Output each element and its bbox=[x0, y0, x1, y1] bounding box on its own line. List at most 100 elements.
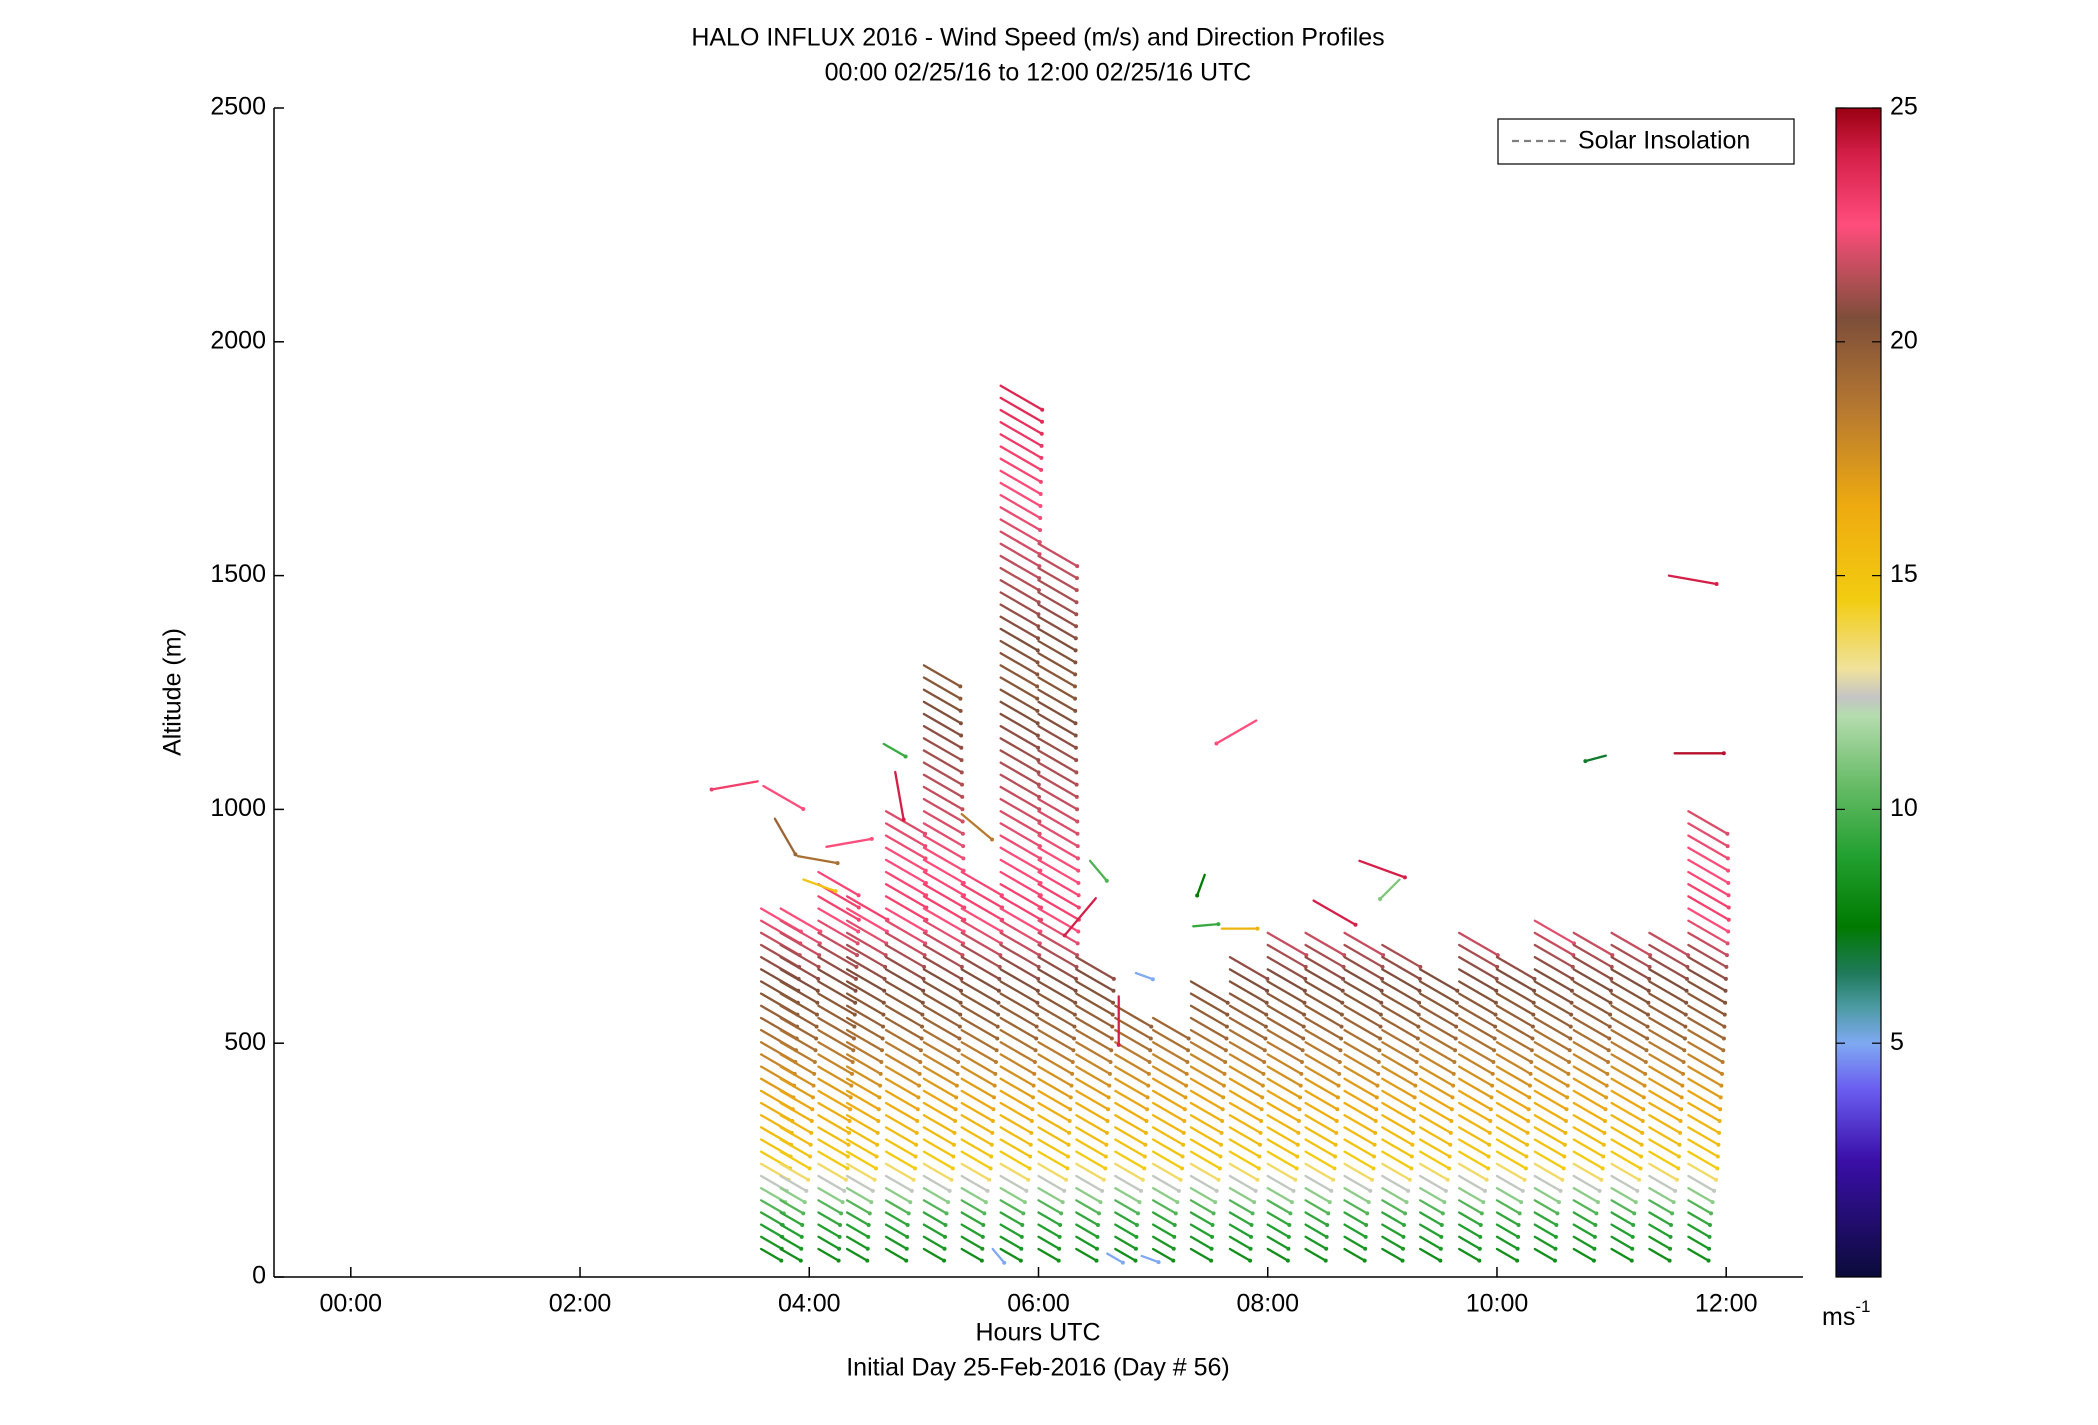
wind-vector bbox=[1228, 1114, 1262, 1135]
wind-vector-head bbox=[1299, 1071, 1304, 1076]
x-axis-sublabel: Initial Day 25-Feb-2016 (Day # 56) bbox=[846, 1354, 1230, 1382]
wind-vector-head bbox=[921, 976, 926, 981]
wind-vector bbox=[1648, 980, 1688, 1004]
x-tick-label: 04:00 bbox=[778, 1290, 841, 1318]
wind-vector bbox=[1457, 1126, 1491, 1146]
wind-vector bbox=[1687, 1041, 1724, 1064]
wind-vector bbox=[999, 1223, 1023, 1238]
wind-vector bbox=[1266, 968, 1307, 992]
wind-vector bbox=[1457, 1223, 1482, 1238]
wind-vector-head bbox=[980, 1246, 985, 1251]
wind-vector-head bbox=[1601, 1154, 1606, 1159]
wind-vector bbox=[999, 1065, 1035, 1087]
wind-vector-head bbox=[1040, 407, 1045, 412]
wind-vector-head bbox=[1595, 1200, 1600, 1205]
wind-vector-head bbox=[1723, 1000, 1728, 1005]
wind-vector-head bbox=[856, 917, 861, 922]
wind-vector bbox=[999, 591, 1040, 616]
wind-vector-head bbox=[1492, 1036, 1497, 1041]
wind-vector bbox=[779, 956, 820, 980]
wind-vector-head bbox=[1073, 672, 1078, 677]
wind-vector-head bbox=[1296, 1130, 1301, 1135]
wind-vector bbox=[922, 1016, 961, 1040]
wind-vector-head bbox=[842, 1188, 847, 1193]
wind-vector-head bbox=[1065, 1154, 1070, 1159]
wind-vector-head bbox=[1449, 1119, 1454, 1124]
wind-vector-head bbox=[1342, 953, 1347, 958]
wind-vector-head bbox=[814, 1036, 819, 1041]
wind-vector bbox=[1648, 943, 1689, 969]
wind-vector bbox=[999, 1199, 1025, 1215]
wind-vector-head bbox=[813, 1048, 818, 1053]
wind-vector bbox=[960, 943, 1001, 969]
legend-box bbox=[1497, 118, 1795, 165]
wind-vector bbox=[1037, 1028, 1075, 1052]
wind-vector-head bbox=[1604, 1083, 1609, 1088]
wind-vector bbox=[1304, 1016, 1343, 1040]
wind-vector-head bbox=[1060, 1200, 1065, 1205]
wind-vector-head bbox=[1451, 1071, 1456, 1076]
wind-vector-head bbox=[1213, 1200, 1218, 1205]
wind-vector-head bbox=[1073, 696, 1078, 701]
wind-vector-head bbox=[1631, 1222, 1636, 1227]
wind-vector-head bbox=[1259, 1107, 1264, 1112]
wind-vector-head bbox=[1256, 1166, 1261, 1171]
wind-vector bbox=[1381, 1126, 1414, 1146]
wind-vector bbox=[1667, 574, 1718, 586]
wind-vector bbox=[1151, 1053, 1188, 1075]
wind-vector bbox=[999, 700, 1039, 725]
wind-vector bbox=[817, 980, 857, 1004]
wind-vector-head bbox=[1186, 1048, 1191, 1053]
wind-vector-head bbox=[1303, 964, 1308, 969]
wind-vector-head bbox=[1021, 1211, 1026, 1216]
wind-vector bbox=[1572, 1028, 1610, 1052]
wind-vector bbox=[1266, 1114, 1300, 1135]
wind-vector-head bbox=[1036, 758, 1041, 763]
wind-vector-head bbox=[1726, 917, 1731, 922]
wind-vector-head bbox=[1378, 1012, 1383, 1017]
y-tick-label: 1500 bbox=[210, 560, 266, 588]
wind-vector bbox=[1687, 1004, 1726, 1028]
wind-vector-head bbox=[1036, 624, 1041, 629]
wind-vector-head bbox=[994, 1048, 999, 1053]
wind-vector-head bbox=[779, 1258, 784, 1263]
wind-vector-head bbox=[1039, 467, 1044, 472]
wind-vector-head bbox=[1440, 1211, 1445, 1216]
wind-vector bbox=[845, 1065, 882, 1087]
wind-vector bbox=[1572, 1223, 1597, 1238]
wind-vector-head bbox=[1593, 1222, 1598, 1227]
wind-vector bbox=[1304, 1126, 1337, 1146]
wind-vector bbox=[1419, 968, 1459, 992]
wind-vector bbox=[922, 688, 962, 713]
wind-vector bbox=[1189, 1041, 1227, 1064]
wind-vector bbox=[884, 858, 928, 885]
wind-vector-head bbox=[1038, 479, 1043, 484]
wind-vector bbox=[999, 506, 1042, 532]
wind-vector bbox=[1343, 1077, 1378, 1099]
wind-vector-head bbox=[874, 1154, 879, 1159]
wind-vector-head bbox=[1145, 1095, 1150, 1100]
wind-vector-head bbox=[1259, 1119, 1264, 1124]
wind-vector bbox=[1381, 1089, 1416, 1111]
wind-vector bbox=[922, 664, 962, 688]
wind-vector bbox=[1687, 883, 1730, 909]
wind-vector bbox=[1648, 1162, 1679, 1181]
wind-vector bbox=[1343, 1028, 1381, 1052]
wind-vector bbox=[1037, 652, 1077, 676]
wind-vector bbox=[1687, 1150, 1719, 1170]
wind-vector bbox=[1533, 1211, 1558, 1227]
wind-vector-head bbox=[1380, 976, 1385, 981]
wind-vector-head bbox=[1036, 782, 1041, 787]
wind-vector-head bbox=[1184, 1083, 1189, 1088]
wind-vector bbox=[882, 742, 907, 758]
wind-vector bbox=[1687, 1138, 1720, 1158]
wind-vector bbox=[779, 1077, 815, 1099]
wind-vector bbox=[1228, 1089, 1263, 1111]
wind-vector-head bbox=[1562, 1142, 1567, 1147]
wind-vector bbox=[999, 1174, 1028, 1193]
wind-vector bbox=[1114, 1211, 1139, 1227]
wind-vector bbox=[922, 1187, 950, 1204]
wind-vector bbox=[1266, 931, 1308, 957]
wind-vector bbox=[922, 858, 965, 885]
wind-vector bbox=[884, 1053, 921, 1075]
